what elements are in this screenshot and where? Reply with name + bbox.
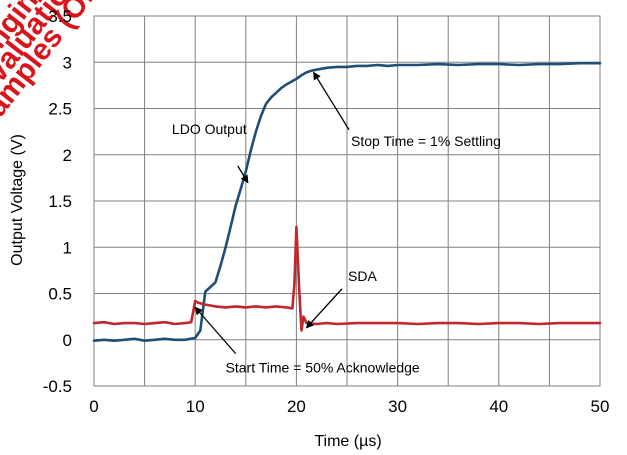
y-tick-label: 3 [63,53,72,72]
x-tick-label: 50 [591,397,610,416]
x-tick-label: 30 [388,397,407,416]
series-line-ldo [92,61,602,342]
tick-labels: 0 10 20 30 40 50 -0.5 0 0.5 1 1.5 2 2.5 3 3.5 [43,7,610,416]
x-tick-label: 0 [89,397,98,416]
grid [93,15,601,387]
annotation-arrow [313,71,350,131]
annotation-label: SDA [348,268,377,284]
series-line-sda [92,225,602,332]
annotations: LDO Output Stop Time = 1% Settling SDA Star… [172,71,501,376]
y-axis-title: Output Voltage (V) [9,134,26,266]
y-tick-label: 1 [63,238,72,257]
y-tick-label: 2 [63,146,72,165]
x-tick-label: 20 [287,397,306,416]
annotation-label: Start Time = 50% Acknowledge [226,360,420,376]
annotation-arrow [237,165,249,184]
plot-area [92,61,602,342]
y-tick-label: 3.5 [48,7,72,26]
annotation-arrow [194,306,237,355]
y-tick-label: -0.5 [43,377,72,396]
annotation-label: LDO Output [172,121,247,137]
y-tick-label: 0.5 [48,285,72,304]
annotation-arrow [305,288,343,329]
x-tick-label: 40 [489,397,508,416]
x-axis-title: Time (µs) [314,433,381,450]
y-tick-label: 1.5 [48,192,72,211]
annotation-label: Stop Time = 1% Settling [351,133,501,149]
y-tick-label: 0 [63,331,72,350]
x-tick-label: 10 [186,397,205,416]
plot-border [93,15,601,387]
y-tick-label: 2.5 [48,100,72,119]
